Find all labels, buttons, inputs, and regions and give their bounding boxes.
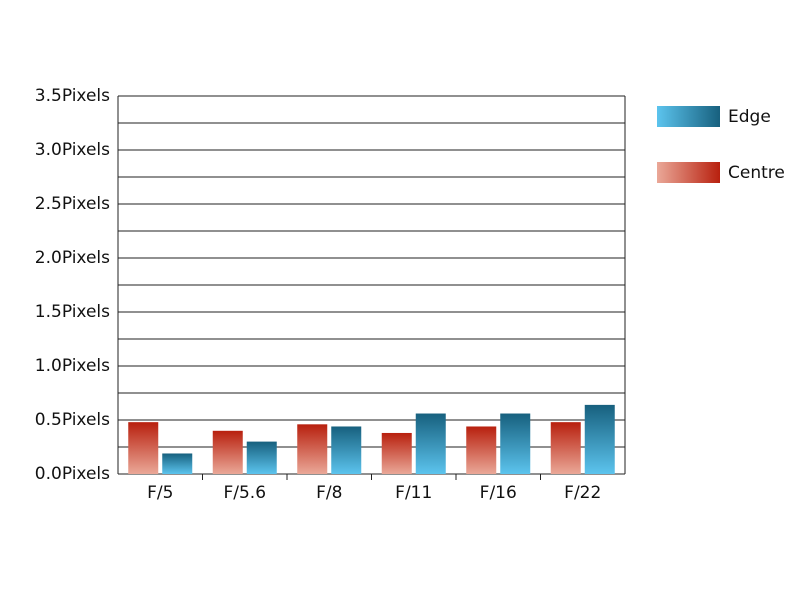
bar (500, 413, 531, 474)
legend-swatch (657, 162, 720, 183)
bar (550, 422, 581, 474)
bar (162, 453, 193, 474)
bar (584, 404, 615, 474)
y-tick-label: 1.0Pixels (35, 356, 110, 376)
legend-swatch (657, 106, 720, 127)
bar (381, 432, 412, 474)
y-tick-label: 1.5Pixels (35, 302, 110, 322)
y-tick-label: 0.5Pixels (35, 410, 110, 430)
bar (212, 430, 243, 474)
x-tick-label: F/22 (564, 483, 601, 503)
y-tick-label: 3.0Pixels (35, 140, 110, 160)
legend-label: Edge (728, 107, 771, 127)
bar (246, 441, 277, 474)
y-tick-label: 3.5Pixels (35, 86, 110, 106)
x-tick-label: F/8 (316, 483, 342, 503)
x-tick-label: F/5 (147, 483, 173, 503)
bar (128, 422, 159, 474)
y-tick-label: 0.0Pixels (35, 464, 110, 484)
bar (331, 426, 362, 474)
legend-label: Centre (728, 163, 785, 183)
y-tick-label: 2.0Pixels (35, 248, 110, 268)
bar (466, 426, 497, 474)
bar (297, 424, 328, 474)
y-tick-label: 2.5Pixels (35, 194, 110, 214)
bar (415, 413, 446, 474)
x-tick-label: F/11 (395, 483, 432, 503)
x-tick-label: F/16 (480, 483, 517, 503)
x-tick-label: F/5.6 (223, 483, 266, 503)
